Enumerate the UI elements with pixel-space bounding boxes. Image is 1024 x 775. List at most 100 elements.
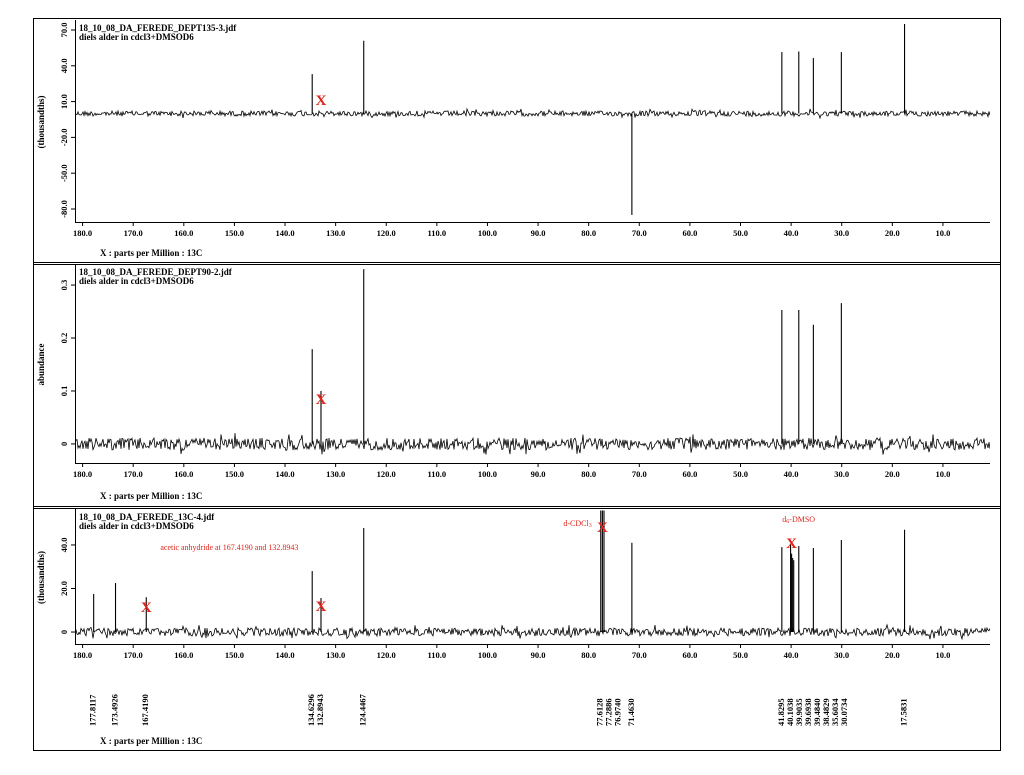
annotation: d6-DMSO	[782, 515, 815, 526]
y-tick-label: 20.0	[59, 581, 69, 596]
peak-marker: X	[316, 600, 327, 616]
plot-area	[75, 24, 990, 215]
x-tick-label: 50.0	[733, 469, 748, 479]
x-tick-label: 110.0	[428, 228, 447, 238]
x-axis-label: X : parts per Million : 13C	[100, 248, 202, 258]
x-tick-label: 90.0	[531, 650, 546, 660]
annotation-text: d-CDCl	[563, 519, 589, 528]
y-tick-label: 0.1	[59, 386, 69, 397]
peak-label: 173.4926	[109, 694, 119, 726]
x-tick-label: 140.0	[275, 228, 294, 238]
annotation-text: X	[316, 600, 327, 616]
peak-marker: X	[597, 521, 608, 537]
x-tick-label: 100.0	[478, 469, 497, 479]
peak-marker: X	[316, 392, 327, 408]
x-tick-label: 160.0	[174, 228, 193, 238]
x-tick-label: 140.0	[275, 650, 294, 660]
peak-label: 132.8943	[315, 694, 325, 726]
x-tick-label: 50.0	[733, 650, 748, 660]
annotation-text: acetic anhydride at 167.4190 and 132.894…	[160, 543, 298, 552]
peak-label: 39.6938	[803, 698, 813, 726]
annotation-text: X	[141, 601, 152, 617]
y-tick-label: -50.0	[59, 164, 69, 182]
peak-label: 134.6296	[306, 694, 316, 726]
x-tick-label: 100.0	[478, 650, 497, 660]
spectrum-subtitle: diels alder in cdcl3+DMSOD6	[79, 32, 194, 42]
x-tick-label: 140.0	[275, 469, 294, 479]
peak-label: 124.4467	[358, 693, 368, 726]
peak-label: 76.9740	[613, 698, 623, 726]
peak-label: 41.8295	[776, 698, 786, 726]
x-tick-label: 180.0	[73, 469, 92, 479]
x-tick-label: 10.0	[935, 469, 950, 479]
x-tick-label: 130.0	[326, 469, 345, 479]
y-tick-label: 0.3	[59, 280, 69, 291]
y-tick-label: 70.0	[59, 23, 69, 38]
x-tick-label: 170.0	[124, 228, 143, 238]
y-tick-label: 0	[59, 442, 69, 446]
x-tick-label: 150.0	[225, 650, 244, 660]
x-tick-label: 110.0	[428, 469, 447, 479]
x-tick-label: 150.0	[225, 228, 244, 238]
y-axis-label: (thousandths)	[36, 551, 46, 604]
peak-label: 77.6128	[595, 698, 605, 726]
spectrum-title: 18_10_08_DA_FEREDE_DEPT135-3.jdf	[79, 23, 237, 33]
spectrum-title: 18_10_08_DA_FEREDE_DEPT90-2.jdf	[79, 267, 233, 277]
x-tick-label: 70.0	[632, 228, 647, 238]
annotation: d-CDCl3	[563, 519, 591, 530]
y-axis-label: (thousandths)	[36, 95, 46, 148]
y-tick-label: 0	[59, 630, 69, 634]
annotation-text: X	[316, 392, 327, 408]
y-tick-label: 40.0	[59, 538, 69, 553]
peak-label: 77.2886	[604, 698, 614, 726]
annotation: acetic anhydride at 167.4190 and 132.894…	[160, 543, 298, 552]
peak-label: 39.4840	[812, 698, 822, 726]
x-tick-label: 180.0	[73, 650, 92, 660]
x-tick-label: 30.0	[834, 469, 849, 479]
x-axis-label: X : parts per Million : 13C	[100, 491, 202, 501]
annotation-text: d	[782, 515, 786, 524]
spectrum-subtitle: diels alder in cdcl3+DMSOD6	[79, 521, 194, 531]
peak-marker: X	[786, 536, 797, 552]
x-tick-label: 90.0	[531, 469, 546, 479]
plot-area	[75, 269, 990, 455]
peak-label: 71.4630	[626, 698, 636, 726]
annotation-text: X	[786, 536, 797, 552]
y-tick-label: 40.0	[59, 58, 69, 73]
x-tick-label: 70.0	[632, 469, 647, 479]
x-tick-label: 30.0	[834, 228, 849, 238]
x-tick-label: 30.0	[834, 650, 849, 660]
peak-marker: X	[316, 94, 327, 110]
peak-label: 38.4829	[821, 698, 831, 726]
x-tick-label: 60.0	[682, 650, 697, 660]
spectrum-subtitle: diels alder in cdcl3+DMSOD6	[79, 276, 194, 286]
x-tick-label: 20.0	[885, 650, 900, 660]
x-tick-label: 170.0	[124, 469, 143, 479]
x-tick-label: 20.0	[885, 469, 900, 479]
x-tick-label: 110.0	[428, 650, 447, 660]
x-tick-label: 160.0	[174, 469, 193, 479]
peak-label: 39.9035	[794, 698, 804, 726]
annotation-text: X	[597, 521, 608, 537]
x-tick-label: 90.0	[531, 228, 546, 238]
x-tick-label: 80.0	[581, 650, 596, 660]
x-tick-label: 130.0	[326, 228, 345, 238]
peak-label: 177.8117	[88, 694, 98, 726]
annotation-subscript: 3	[589, 523, 592, 529]
y-tick-label: -80.0	[59, 200, 69, 218]
x-tick-label: 170.0	[124, 650, 143, 660]
x-tick-label: 130.0	[326, 650, 345, 660]
y-axis-label: abundance	[36, 343, 46, 385]
spectrum-title: 18_10_08_DA_FEREDE_13C-4.jdf	[79, 512, 215, 522]
x-tick-label: 40.0	[784, 228, 799, 238]
baseline-noise	[75, 433, 990, 455]
x-tick-label: 40.0	[784, 469, 799, 479]
y-tick-label: -20.0	[59, 129, 69, 147]
x-tick-label: 100.0	[478, 228, 497, 238]
peak-marker: X	[141, 601, 152, 617]
y-tick-label: 10.0	[59, 94, 69, 109]
peak-label: 40.1038	[785, 698, 795, 726]
annotation-text: -DMSO	[789, 515, 815, 524]
